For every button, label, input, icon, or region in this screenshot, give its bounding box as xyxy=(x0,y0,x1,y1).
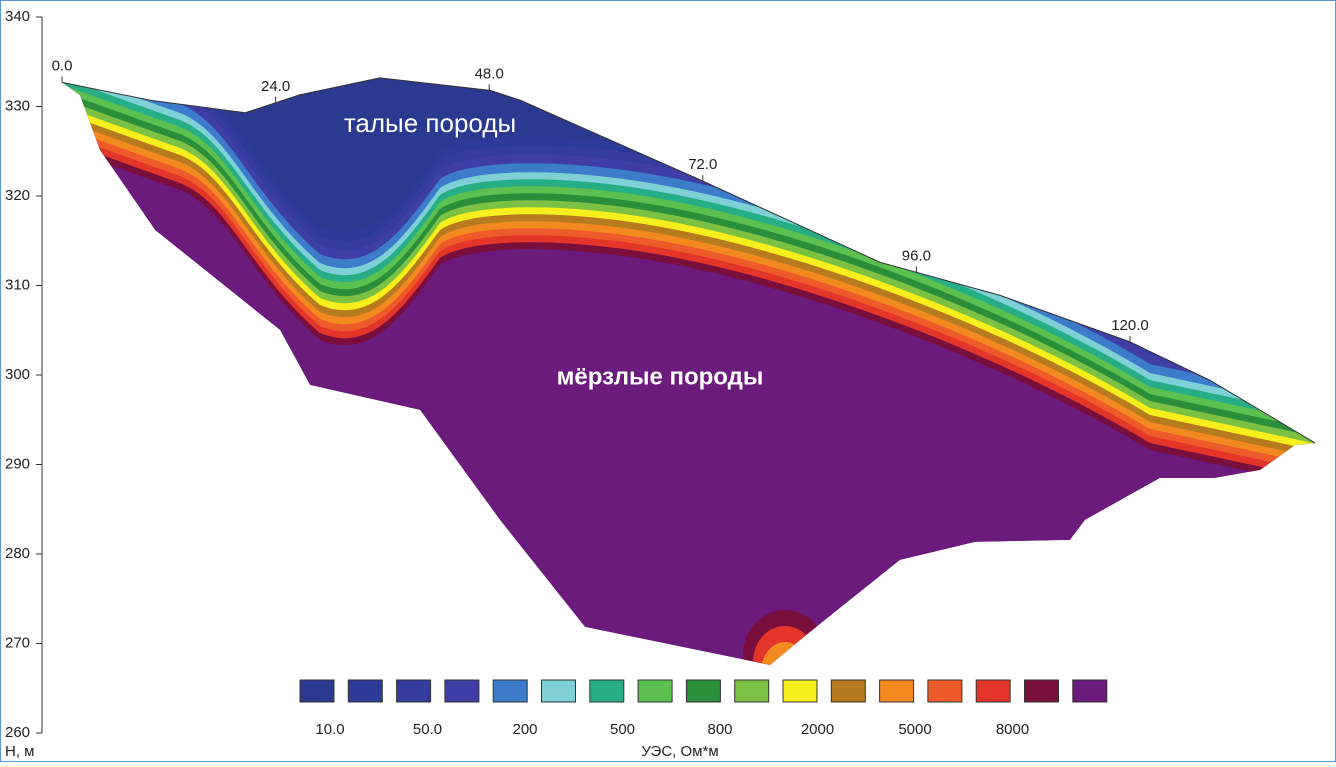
colorbar-swatch xyxy=(492,679,528,703)
colorbar-label: 200 xyxy=(512,721,537,738)
colorbar-label: 500 xyxy=(610,721,635,738)
colorbar-label: 8000 xyxy=(996,721,1029,738)
colorbar-swatch xyxy=(927,679,963,703)
y-tick-label: 290 xyxy=(5,455,30,472)
colorbar-swatch xyxy=(637,679,673,703)
colorbar-swatch xyxy=(734,679,770,703)
colorbar-swatch xyxy=(830,679,866,703)
colorbar-label: 800 xyxy=(707,721,732,738)
x-tick-label: 48.0 xyxy=(475,65,504,82)
annotation: талые породы xyxy=(344,108,516,138)
colorbar-swatch xyxy=(396,679,432,703)
x-tick-label: 24.0 xyxy=(261,78,290,95)
colorbar-swatch xyxy=(685,679,721,703)
colorbar-swatch xyxy=(541,679,576,703)
colorbar-label: 5000 xyxy=(898,721,931,738)
colorbar-swatch xyxy=(1072,679,1108,703)
colorbar-swatch xyxy=(782,679,818,703)
colorbar-swatch xyxy=(879,679,915,703)
colorbar-swatch xyxy=(975,679,1011,703)
y-tick-label: 260 xyxy=(5,724,30,741)
y-tick-label: 320 xyxy=(5,187,30,204)
colorbar-swatch xyxy=(444,679,480,703)
y-tick-label: 310 xyxy=(5,276,30,293)
colorbar-swatch xyxy=(1024,679,1059,703)
colorbar-label: 50.0 xyxy=(413,721,442,738)
colorbar-title: УЭС, Ом*м xyxy=(641,743,718,760)
colorbar-swatch xyxy=(347,679,383,703)
colorbar-swatch xyxy=(589,679,625,703)
y-axis-label: Н, м xyxy=(5,743,34,760)
annotation: мёрзлые породы xyxy=(557,363,764,390)
colorbar-label: 10.0 xyxy=(315,721,344,738)
y-tick-label: 300 xyxy=(5,366,30,383)
x-tick-label: 120.0 xyxy=(1111,317,1149,334)
x-tick-label: 72.0 xyxy=(688,156,717,173)
y-tick-label: 270 xyxy=(5,634,30,651)
y-tick-label: 280 xyxy=(5,545,30,562)
y-tick-label: 330 xyxy=(5,97,30,114)
x-tick-label: 96.0 xyxy=(902,247,931,264)
y-tick-label: 340 xyxy=(5,8,30,25)
colorbar-label: 2000 xyxy=(801,721,834,738)
x-tick-label: 0.0 xyxy=(52,57,73,74)
colorbar-swatch xyxy=(299,679,335,703)
